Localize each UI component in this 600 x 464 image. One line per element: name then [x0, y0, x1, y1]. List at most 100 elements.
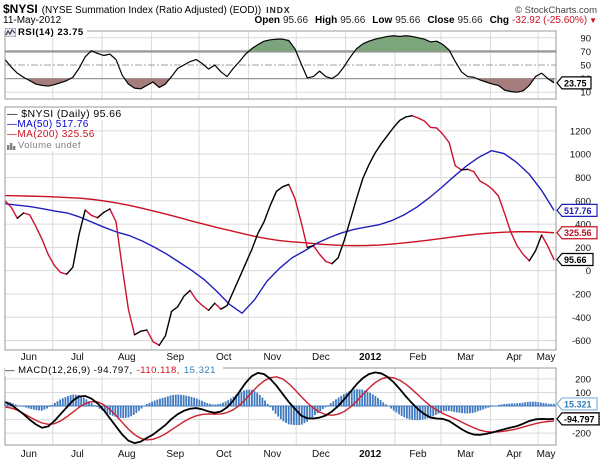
x-axis-month-label: Nov [263, 449, 281, 460]
last-value-box: 517.76 [556, 203, 598, 217]
axis-tick-label: 1200 [570, 126, 591, 137]
quote-field-chg: Chg -32.92 (-25.60%) ▼ [490, 15, 597, 26]
chart-header: $NYSI (NYSE Summation Index (Ratio Adjus… [3, 2, 597, 16]
macd-panel-border [4, 367, 557, 446]
quote-label: Open [254, 15, 280, 26]
quote-value: 95.66 [457, 15, 483, 26]
value-box-shape [556, 252, 594, 267]
x-axis-month-label: Sep [166, 449, 184, 460]
macd-legend: — MACD(12,26,9) -94.797, -110.118, 15.321 [5, 365, 223, 376]
axis-tick-label: 100 [575, 388, 591, 399]
exchange-label: INDX [266, 5, 291, 15]
rsi-legend: RSI(14) 23.75 [5, 27, 87, 38]
axis-tick-label: 10 [580, 88, 591, 99]
quote-value: 95.66 [283, 15, 309, 26]
value-box-shape [556, 412, 600, 426]
rsi-line [4, 35, 555, 93]
value-box-shape [556, 76, 592, 90]
price-plot [4, 115, 555, 346]
symbol: $NYSI [3, 2, 38, 16]
x-axis-month-label: Aug [118, 449, 136, 460]
legend-item: —MA(200) 325.56 [7, 129, 95, 141]
x-axis-month-label: Dec [312, 449, 330, 460]
quote-row: Open 95.66 High 95.66 Low 95.66 Close 95.66 Chg -… [254, 15, 597, 26]
value-box-text: 23.75 [564, 78, 587, 88]
quote-value: -32.92 (-25.60%) [512, 15, 588, 26]
indicator-icon [5, 28, 16, 37]
legend-item: Volume undef [7, 140, 81, 151]
quote-field-open: Open 95.66 [254, 15, 308, 26]
x-axis-month-label: Apr [506, 449, 522, 460]
legend-text: —MA(50) 517.76 [7, 118, 89, 130]
x-axis-month-label: Feb [409, 352, 427, 363]
quote-field-close: Close 95.66 [427, 15, 482, 26]
price-line-up [16, 115, 543, 346]
quote-label: Low [372, 15, 393, 26]
main-legend: — $NYSI (Daily) 95.66 —MA(50) 517.76 —MA(2… [7, 109, 122, 151]
main-panel-border [4, 106, 557, 351]
ma200-line [4, 194, 555, 247]
chart-title: (NYSE Summation Index (Ratio Adjusted) (… [41, 5, 262, 16]
legend-item: —MA(50) 517.76 [7, 118, 89, 130]
x-axis-month-label: Mar [457, 449, 475, 460]
volume-icon [7, 142, 16, 150]
x-axis-month-label: May [537, 352, 556, 363]
quote-field-low: Low 95.66 [372, 15, 420, 26]
macd-legend-part: 15.321 [183, 365, 216, 376]
x-axis-month-label: 2012 [359, 449, 382, 460]
rsi-legend-text: RSI(14) 23.75 [18, 27, 84, 38]
quote-label: Close [427, 15, 455, 26]
legend-item: — $NYSI (Daily) 95.66 [7, 109, 122, 120]
rsi-panel-border [4, 30, 557, 100]
axis-tick-label: 400 [575, 220, 591, 231]
axis-tick-label: -400 [572, 313, 591, 324]
macd-legend-part: -110.118, [136, 365, 180, 376]
change-down-triangle-icon: ▼ [589, 16, 597, 25]
x-axis-month-label: Jul [71, 352, 84, 363]
rsi-overbought-fill [90, 35, 450, 52]
x-axis-month-label: Aug [118, 352, 136, 363]
axis-tick-label: 70 [580, 47, 591, 58]
x-axis-month-label: Oct [216, 352, 232, 363]
chart-date: 11-May-2012 [3, 15, 62, 26]
legend-text: — $NYSI (Daily) 95.66 [7, 108, 122, 120]
value-box-text: 517.76 [564, 206, 592, 216]
macd-signal-line [4, 376, 555, 441]
ma50-line [4, 149, 555, 314]
x-axis-month-label: May [537, 449, 556, 460]
axis-tick-label: -200 [572, 289, 591, 300]
x-axis-month-label: 2012 [359, 352, 382, 363]
axis-tick-label: -200 [572, 429, 591, 440]
copyright: © StockCharts.com [515, 5, 597, 16]
x-axis-month-label: Jun [21, 449, 37, 460]
macd-plot [4, 371, 556, 444]
axis-tick-label: 90 [580, 33, 591, 44]
axis-tick-label: 800 [575, 173, 591, 184]
value-box-text: 325.56 [564, 228, 592, 238]
x-axis-month-label: Apr [506, 352, 522, 363]
rsi-panel [4, 31, 556, 99]
x-axis-month-label: Jun [21, 352, 37, 363]
rsi-oversold-fill [5, 78, 554, 93]
last-value-box: -94.797 [556, 412, 600, 426]
macd-legend-part: — MACD(12,26,9) -94.797, [5, 365, 133, 376]
last-value-box: 15.321 [556, 397, 598, 411]
x-axis-month-label: Dec [312, 352, 330, 363]
value-box-text: 95.66 [564, 255, 587, 265]
axis-tick-label: 200 [575, 374, 591, 385]
quote-value: 95.66 [340, 15, 366, 26]
value-box-text: -94.797 [564, 414, 595, 424]
value-box-shape [556, 226, 598, 240]
value-box-text: 15.321 [564, 399, 592, 409]
quote-field-high: High 95.66 [315, 15, 365, 26]
x-axis-month-label: Jul [71, 449, 84, 460]
legend-text: —MA(200) 325.56 [7, 129, 95, 140]
axis-tick-label: -600 [572, 336, 591, 347]
x-axis-month-label: Sep [166, 352, 184, 363]
x-axis-month-label: Feb [409, 449, 427, 460]
axis-tick-label: 200 [575, 243, 591, 254]
axis-tick-label: 50 [580, 61, 591, 72]
macd-line [4, 371, 555, 444]
value-box-shape [556, 203, 598, 217]
